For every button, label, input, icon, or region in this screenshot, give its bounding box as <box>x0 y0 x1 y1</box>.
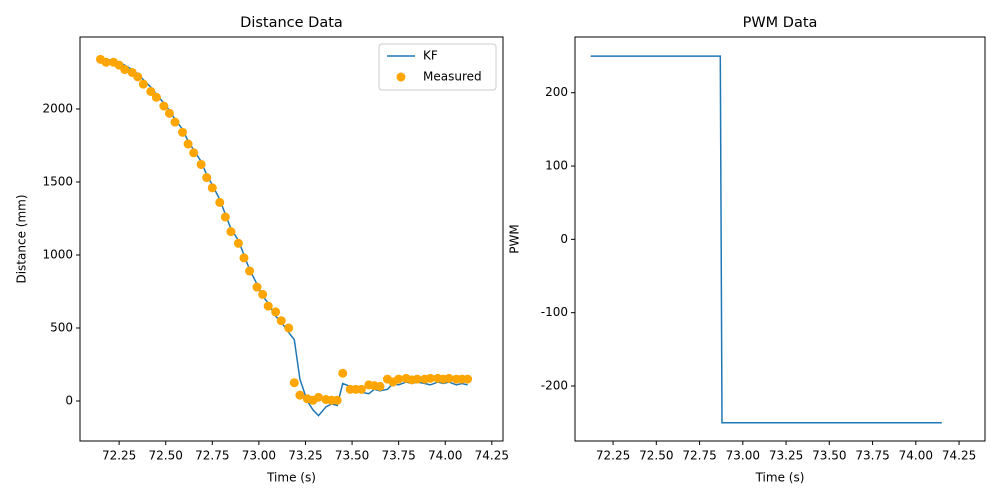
data-point <box>226 227 236 237</box>
data-point <box>463 374 473 384</box>
data-point <box>444 373 454 383</box>
data-point <box>101 57 111 67</box>
x-tick-label: 73.25 <box>769 449 803 463</box>
x-axis-label: Time (s) <box>755 471 805 485</box>
data-point <box>239 253 249 263</box>
x-tick-label: 73.75 <box>381 449 415 463</box>
x-tick-label: 73.00 <box>242 449 276 463</box>
y-tick-label: 200 <box>545 85 568 99</box>
data-point <box>258 289 268 299</box>
data-point <box>394 374 404 384</box>
y-tick-label: 0 <box>65 393 73 407</box>
axes-frame <box>574 36 986 442</box>
data-point <box>170 117 180 127</box>
data-point <box>233 238 243 248</box>
y-axis-label: Distance (mm) <box>15 194 29 283</box>
legend-label: Measured <box>423 70 482 84</box>
x-tick-label: 72.75 <box>195 449 229 463</box>
data-point <box>138 79 148 89</box>
data-point <box>263 301 273 311</box>
x-tick-label: 72.25 <box>102 449 136 463</box>
data-line <box>100 58 468 417</box>
data-point <box>183 139 193 149</box>
data-point <box>220 212 230 222</box>
data-point <box>120 65 130 75</box>
data-line <box>590 55 942 424</box>
data-point <box>196 159 206 169</box>
data-point <box>356 384 366 394</box>
y-tick-label: 2000 <box>42 101 73 115</box>
y-tick-label: 1500 <box>42 174 73 188</box>
data-point <box>276 316 286 326</box>
data-point <box>159 101 169 111</box>
x-tick-label: 72.75 <box>682 449 716 463</box>
data-point <box>146 86 156 96</box>
chart-title: Distance Data <box>240 15 343 31</box>
data-point <box>151 92 161 102</box>
x-tick-label: 73.50 <box>812 449 846 463</box>
y-axis-label: PWM <box>508 224 522 253</box>
y-tick-label: 1000 <box>42 247 73 261</box>
data-point <box>271 307 281 317</box>
data-point <box>314 392 324 402</box>
data-point <box>295 390 305 400</box>
axes-frame <box>79 36 504 442</box>
x-tick-label: 73.75 <box>855 449 889 463</box>
data-point <box>375 381 385 391</box>
y-tick-label: 100 <box>545 159 568 173</box>
data-point <box>289 378 299 388</box>
data-point <box>177 127 187 137</box>
x-tick-label: 74.25 <box>942 449 976 463</box>
data-point <box>412 374 422 384</box>
data-point <box>133 72 143 82</box>
data-point <box>189 148 199 158</box>
data-point <box>207 183 217 193</box>
data-point <box>215 197 225 207</box>
data-point <box>338 368 348 378</box>
x-tick-label: 72.50 <box>639 449 673 463</box>
data-point <box>245 266 255 276</box>
y-tick-label: -100 <box>541 305 568 319</box>
data-point <box>164 108 174 118</box>
x-tick-label: 74.00 <box>899 449 933 463</box>
data-point <box>252 282 262 292</box>
x-tick-label: 72.50 <box>149 449 183 463</box>
x-tick-label: 73.00 <box>726 449 760 463</box>
legend-swatch <box>396 72 406 82</box>
chart-title: PWM Data <box>743 15 818 31</box>
data-point <box>332 395 342 405</box>
data-point <box>425 373 435 383</box>
y-tick-label: 500 <box>50 320 73 334</box>
x-tick-label: 74.00 <box>428 449 462 463</box>
x-tick-label: 72.25 <box>596 449 630 463</box>
data-point <box>284 323 294 333</box>
y-tick-label: 0 <box>560 232 568 246</box>
x-tick-label: 73.25 <box>288 449 322 463</box>
x-axis-label: Time (s) <box>266 471 316 485</box>
legend-label: KF <box>423 49 438 63</box>
data-point <box>202 173 212 183</box>
x-tick-label: 73.50 <box>335 449 369 463</box>
x-tick-label: 74.25 <box>475 449 509 463</box>
y-tick-label: -200 <box>541 379 568 393</box>
